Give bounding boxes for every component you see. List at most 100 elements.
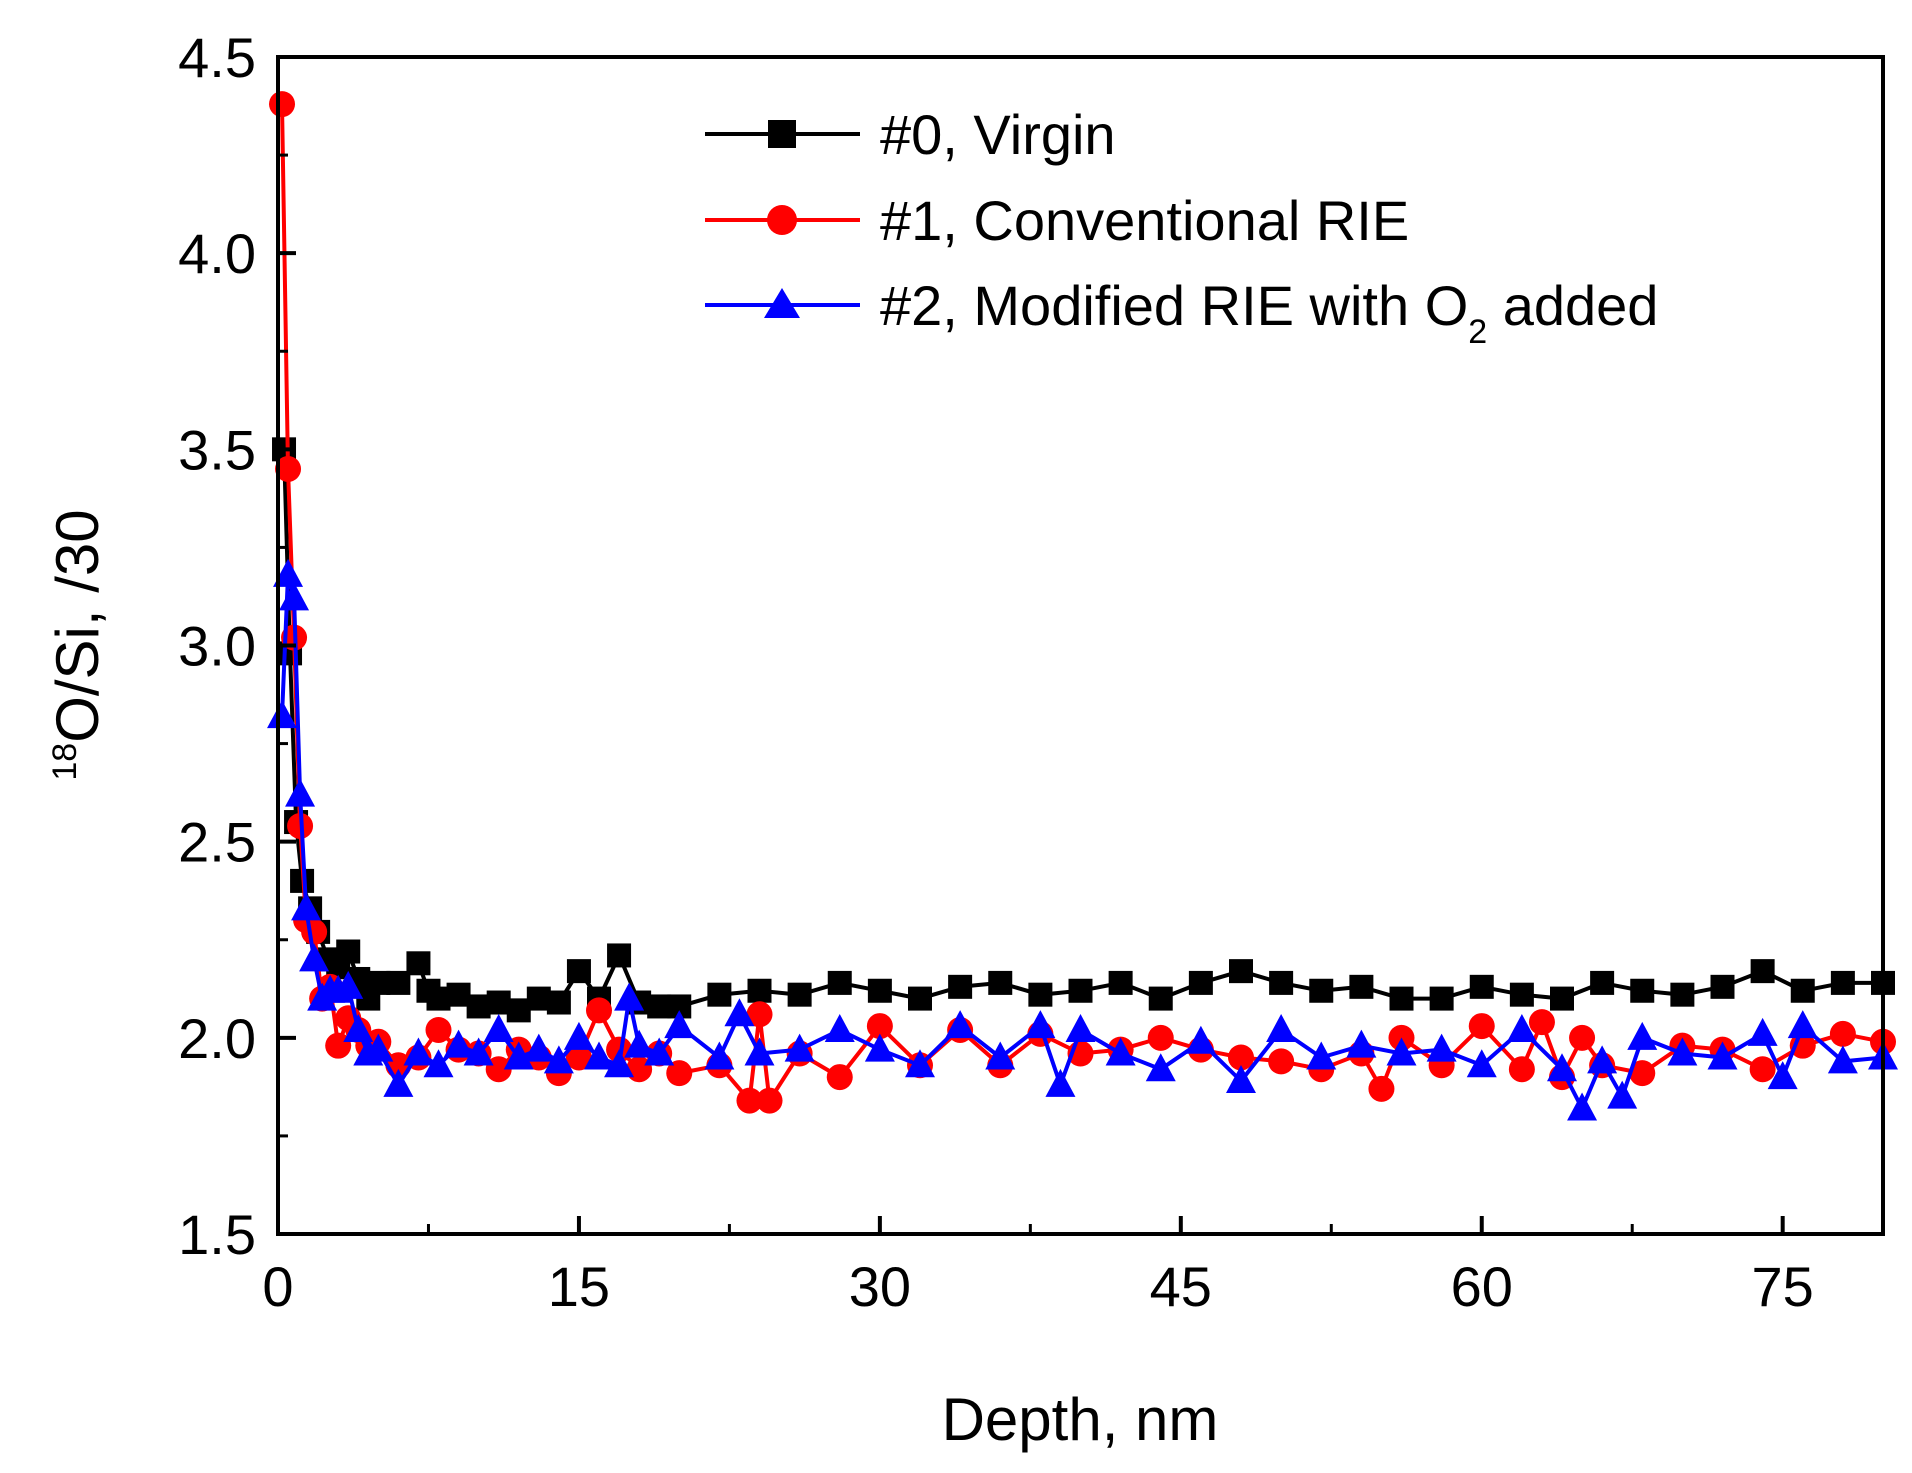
data-point-virgin	[1028, 982, 1053, 1007]
data-point-modified-rie	[383, 1068, 414, 1097]
data-point-modified-rie	[1266, 1013, 1297, 1042]
legend-item-virgin: #0, Virgin	[705, 103, 1116, 166]
data-point-modified-rie	[744, 1037, 775, 1066]
data-point-virgin	[988, 970, 1013, 995]
y-axis-title-text: O/Si, /30	[44, 509, 111, 742]
legend-item-modified-rie: #2, Modified RIE with O2 added	[705, 274, 1658, 351]
data-point-modified-rie	[1466, 1049, 1497, 1078]
x-tick-label: 60	[1451, 1255, 1513, 1318]
data-point-modified-rie	[1045, 1068, 1076, 1097]
data-point-virgin	[1750, 959, 1775, 984]
data-point-virgin	[948, 974, 973, 999]
data-point-modified-rie	[1386, 1037, 1417, 1066]
data-point-virgin	[867, 978, 892, 1003]
data-point-virgin	[566, 959, 591, 984]
data-point-virgin	[1509, 982, 1534, 1007]
data-point-virgin	[466, 994, 491, 1019]
data-point-virgin	[1108, 970, 1133, 995]
legend-marker-modified-rie	[764, 288, 800, 318]
data-point-modified-rie	[443, 1029, 474, 1058]
data-point-virgin	[1148, 986, 1173, 1011]
data-point-virgin	[1830, 970, 1855, 995]
data-point-virgin	[707, 982, 732, 1007]
data-point-modified-rie	[1426, 1033, 1457, 1062]
data-point-conventional-rie	[746, 1001, 773, 1028]
y-axis-title: 18O/Si, /30	[44, 509, 111, 780]
data-point-virgin	[787, 982, 812, 1007]
data-point-modified-rie	[333, 970, 364, 999]
data-point-modified-rie	[624, 1029, 655, 1058]
legend-label-modified-rie-suffix: added	[1487, 274, 1658, 337]
data-point-modified-rie	[1767, 1061, 1798, 1090]
data-point-modified-rie	[784, 1033, 815, 1062]
data-point-modified-rie	[724, 998, 755, 1027]
y-tick-label: 4.0	[178, 222, 256, 285]
data-point-modified-rie	[1787, 1010, 1818, 1039]
data-point-virgin	[426, 986, 451, 1011]
data-point-conventional-rie	[1508, 1056, 1535, 1083]
y-tick-label: 4.5	[178, 26, 256, 89]
data-point-modified-rie	[824, 1013, 855, 1042]
data-point-virgin	[506, 998, 531, 1023]
data-point-modified-rie	[1567, 1092, 1598, 1121]
data-point-modified-rie	[704, 1041, 735, 1070]
data-point-modified-rie	[614, 982, 645, 1011]
data-point-virgin	[607, 943, 632, 968]
legend-marker-conventional-rie	[767, 205, 797, 235]
data-point-modified-rie	[403, 1037, 434, 1066]
data-point-modified-rie	[423, 1049, 454, 1078]
data-point-modified-rie	[1667, 1037, 1698, 1066]
data-point-conventional-rie	[866, 1013, 893, 1040]
data-point-modified-rie	[503, 1041, 534, 1070]
data-point-modified-rie	[343, 1013, 374, 1042]
x-tick-label: 30	[849, 1255, 911, 1318]
data-point-modified-rie	[1506, 1013, 1537, 1042]
data-point-modified-rie	[1105, 1037, 1136, 1066]
data-point-conventional-rie	[1468, 1013, 1495, 1040]
data-point-modified-rie	[1185, 1025, 1216, 1054]
data-point-modified-rie	[273, 558, 304, 587]
data-point-virgin	[1710, 974, 1735, 999]
data-point-conventional-rie	[666, 1060, 693, 1087]
x-axis: 0 15 30 45 60 75	[262, 1216, 1814, 1318]
data-point-virgin	[1429, 986, 1454, 1011]
data-point-virgin	[1309, 978, 1334, 1003]
x-tick-label: 45	[1150, 1255, 1212, 1318]
data-point-conventional-rie	[565, 1044, 592, 1071]
data-point-conventional-rie	[325, 1032, 352, 1059]
data-point-virgin	[336, 939, 361, 964]
data-point-virgin	[1389, 986, 1414, 1011]
data-point-virgin	[366, 970, 391, 995]
data-point-conventional-rie	[1368, 1075, 1395, 1102]
data-point-modified-rie	[1065, 1013, 1096, 1042]
data-point-modified-rie	[563, 1021, 594, 1050]
y-axis-title-superscript: 18	[46, 743, 84, 781]
data-point-virgin	[1790, 978, 1815, 1003]
data-point-virgin	[1469, 974, 1494, 999]
legend-item-conventional-rie: #1, Conventional RIE	[705, 189, 1409, 252]
data-point-virgin	[827, 970, 852, 995]
data-point-modified-rie	[1547, 1053, 1577, 1082]
legend-label-modified-rie-main: #2, Modified RIE with O	[880, 274, 1468, 337]
legend-label-conventional-rie: #1, Conventional RIE	[880, 189, 1409, 252]
data-point-modified-rie	[1306, 1041, 1337, 1070]
data-point-virgin	[1630, 978, 1655, 1003]
data-point-conventional-rie	[1528, 1009, 1555, 1036]
data-point-virgin	[406, 951, 431, 976]
y-tick-label: 2.0	[178, 1007, 256, 1070]
data-point-conventional-rie	[586, 997, 612, 1024]
data-point-modified-rie	[1747, 1017, 1778, 1046]
x-tick-label: 75	[1752, 1255, 1814, 1318]
data-point-conventional-rie	[1569, 1024, 1596, 1051]
data-point-virgin	[1590, 970, 1615, 995]
data-point-modified-rie	[1346, 1029, 1377, 1058]
data-point-conventional-rie	[269, 91, 296, 118]
data-point-modified-rie	[291, 892, 322, 921]
data-point-conventional-rie	[425, 1016, 452, 1043]
data-point-modified-rie	[644, 1037, 675, 1066]
data-point-modified-rie	[985, 1041, 1016, 1070]
data-point-virgin	[908, 986, 932, 1011]
data-point-modified-rie	[864, 1033, 895, 1062]
